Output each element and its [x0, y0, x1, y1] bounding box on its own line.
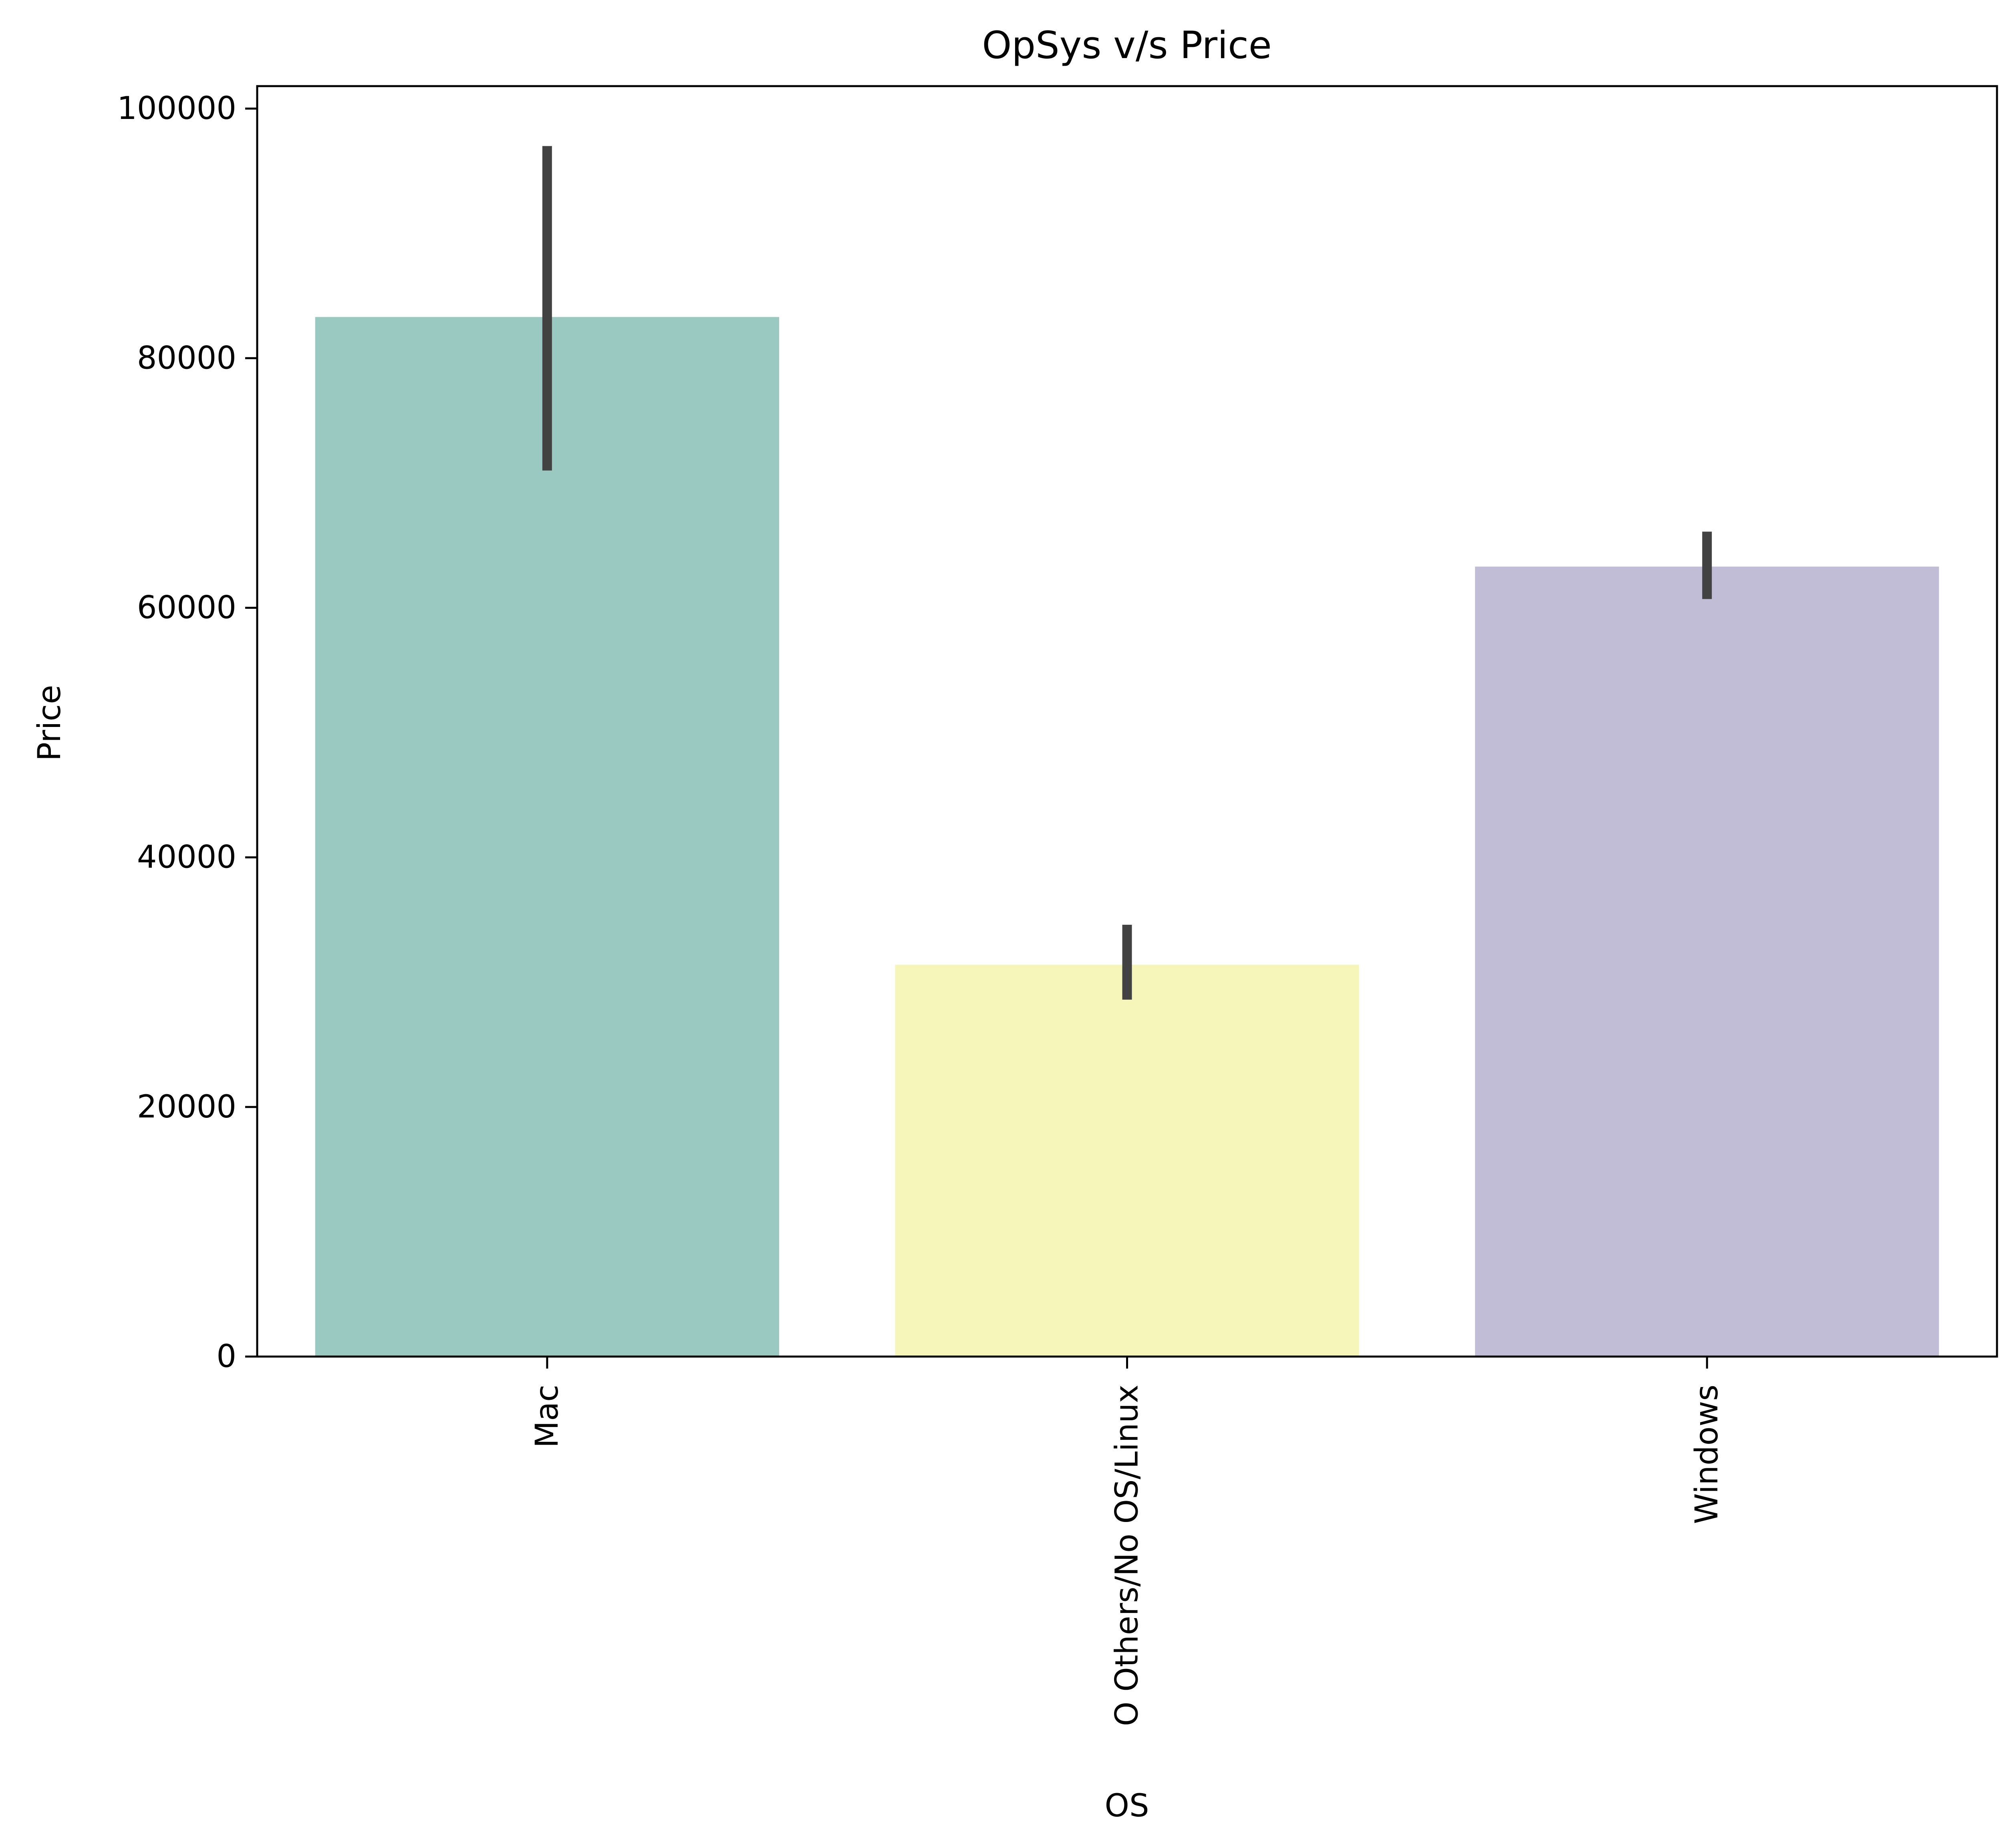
chart-title: OpSys v/s Price [982, 24, 1272, 67]
y-tick-label-6: 100000 [117, 91, 236, 127]
y-tick-label-4: 60000 [137, 590, 236, 626]
y-tick-label-3: 40000 [137, 839, 236, 876]
bar-3 [1475, 566, 1939, 1357]
x-tick-label-3: Windows [1689, 1385, 1725, 1524]
x-tick-label-1: Mac [529, 1385, 565, 1448]
y-axis: 0 20000 40000 60000 80000 100000 [117, 91, 257, 1375]
bars-layer [315, 317, 1939, 1357]
y-axis-label: Price [32, 685, 68, 761]
y-tick-label-1: 0 [216, 1339, 236, 1375]
x-axis-label: OS [1105, 1788, 1149, 1824]
y-tick-label-5: 80000 [137, 340, 236, 376]
x-axis: Mac O Others/No OS/Linux Windows [529, 1357, 1725, 1726]
bar-2 [895, 964, 1359, 1357]
x-tick-label-2: O Others/No OS/Linux [1109, 1385, 1145, 1726]
error-bars-layer [542, 146, 1712, 1000]
y-tick-label-2: 20000 [137, 1089, 236, 1125]
bar-1 [315, 317, 779, 1357]
